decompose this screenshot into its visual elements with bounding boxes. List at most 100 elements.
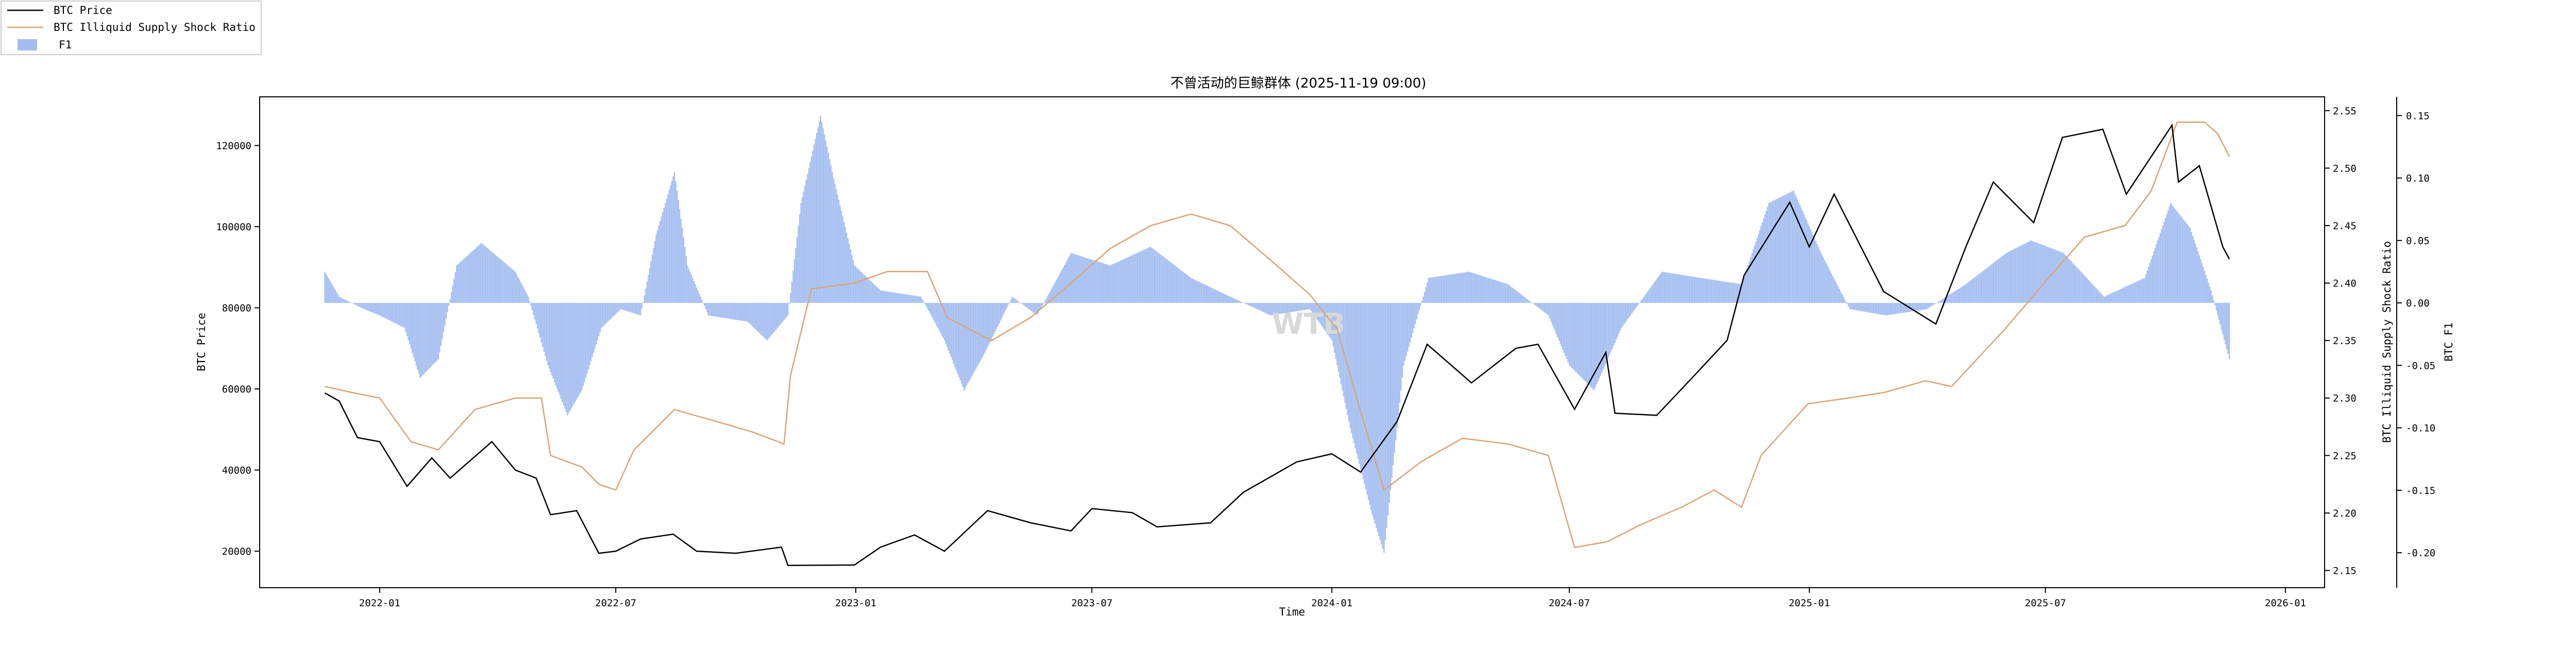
f1-bar xyxy=(1558,303,1560,340)
f1-bar xyxy=(2071,261,2072,303)
f1-bar xyxy=(1163,257,1164,303)
f1-bar xyxy=(548,303,550,369)
f1-bar xyxy=(1496,280,1497,303)
f1-bar xyxy=(2151,255,2153,303)
x-axis-label: Time xyxy=(1279,606,1306,618)
f1-bar xyxy=(513,270,515,303)
f1-bar xyxy=(1139,251,1141,303)
f1-bar xyxy=(2153,251,2155,303)
f1-bar xyxy=(410,303,412,349)
f1-bar xyxy=(1161,255,1163,303)
f1-bar xyxy=(1058,275,1060,303)
f1-bar xyxy=(2178,213,2179,303)
f1-bar xyxy=(902,294,904,303)
f1-bar xyxy=(2219,303,2221,325)
f1-bar xyxy=(1657,277,1659,303)
f1-bar xyxy=(2095,288,2097,303)
f1-bar xyxy=(493,253,494,303)
f1-bar xyxy=(1936,302,1938,303)
f1-bar xyxy=(1880,303,1882,315)
f1-bar xyxy=(2197,251,2199,303)
f1-bar xyxy=(872,283,874,303)
f1-bar xyxy=(1501,282,1502,303)
f1-bar xyxy=(345,300,347,303)
f1-bar xyxy=(1288,303,1290,313)
f1-bar xyxy=(1315,303,1317,319)
f1-bar xyxy=(596,303,597,345)
f1-bar xyxy=(2061,252,2063,303)
f1-bar xyxy=(1617,303,1618,337)
f1-bar xyxy=(521,284,523,303)
f1-bar xyxy=(983,303,985,355)
f1-bar xyxy=(754,303,756,330)
f1-bar xyxy=(372,303,374,313)
f1-bar xyxy=(860,271,862,303)
f1-bar xyxy=(1232,298,1233,303)
f1-bar xyxy=(1746,268,1748,303)
f1-bar xyxy=(760,303,761,334)
f1-bar xyxy=(2073,264,2075,303)
f1-bar xyxy=(2081,272,2083,303)
f1-bar xyxy=(1003,303,1004,316)
f1-bar xyxy=(1930,303,1931,307)
f1-bar xyxy=(1513,288,1514,303)
f1-bar xyxy=(495,255,497,303)
f1-bar xyxy=(2127,285,2128,303)
f1-bar xyxy=(1008,303,1009,305)
f1-bar xyxy=(867,278,869,303)
f1-bar xyxy=(370,303,371,312)
y-right-ratio-tick-label: 2.40 xyxy=(2333,278,2357,289)
f1-bar xyxy=(1185,274,1187,303)
f1-bar xyxy=(615,303,617,314)
f1-bar xyxy=(1578,303,1579,375)
f1-bar xyxy=(1400,303,1402,390)
f1-bar xyxy=(569,303,571,411)
f1-bar xyxy=(1584,303,1586,381)
y-right-ratio-tick-label: 2.45 xyxy=(2333,220,2357,232)
f1-bar xyxy=(1755,242,1757,303)
f1-bar xyxy=(1666,272,1668,303)
f1-bar xyxy=(1434,277,1436,303)
f1-bar xyxy=(2213,300,2214,303)
f1-bar xyxy=(1327,303,1329,335)
f1-bar xyxy=(851,254,853,303)
f1-bar xyxy=(461,261,463,303)
f1-bar xyxy=(1994,262,1995,303)
f1-bar xyxy=(1129,256,1130,303)
f1-bar xyxy=(1217,291,1219,303)
f1-bar xyxy=(1970,280,1972,303)
f1-bar xyxy=(1114,263,1116,303)
f1-bar xyxy=(557,303,559,392)
f1-bar xyxy=(1832,276,1834,303)
f1-bar xyxy=(1345,303,1347,409)
f1-bar xyxy=(2164,218,2166,303)
f1-bar xyxy=(1384,303,1386,540)
f1-bar xyxy=(2065,255,2067,303)
f1-bar xyxy=(1862,303,1863,312)
f1-bar xyxy=(1742,280,1743,303)
f1-bar xyxy=(1953,292,1955,303)
f1-bar xyxy=(443,303,445,333)
f1-bar xyxy=(1982,271,1984,303)
f1-bar xyxy=(671,180,673,303)
f1-bar xyxy=(1121,260,1123,303)
f1-bar xyxy=(1685,275,1686,303)
f1-bar xyxy=(1305,303,1307,310)
f1-bar xyxy=(2209,286,2211,303)
f1-bar xyxy=(486,247,487,303)
f1-bar xyxy=(1857,303,1858,311)
f1-bar xyxy=(1494,280,1496,303)
f1-bar xyxy=(1950,294,1951,303)
f1-bar xyxy=(1795,196,1797,303)
f1-bar xyxy=(677,200,679,303)
f1-bar xyxy=(396,303,397,324)
f1-bar xyxy=(799,214,801,303)
f1-bar xyxy=(1886,303,1887,316)
f1-bar xyxy=(2026,242,2028,303)
f1-bar xyxy=(868,279,870,303)
f1-bar xyxy=(1445,275,1446,303)
f1-bar xyxy=(2120,288,2122,303)
f1-bar xyxy=(1413,303,1415,329)
f1-bar xyxy=(787,303,789,316)
f1-bar xyxy=(1067,258,1069,303)
